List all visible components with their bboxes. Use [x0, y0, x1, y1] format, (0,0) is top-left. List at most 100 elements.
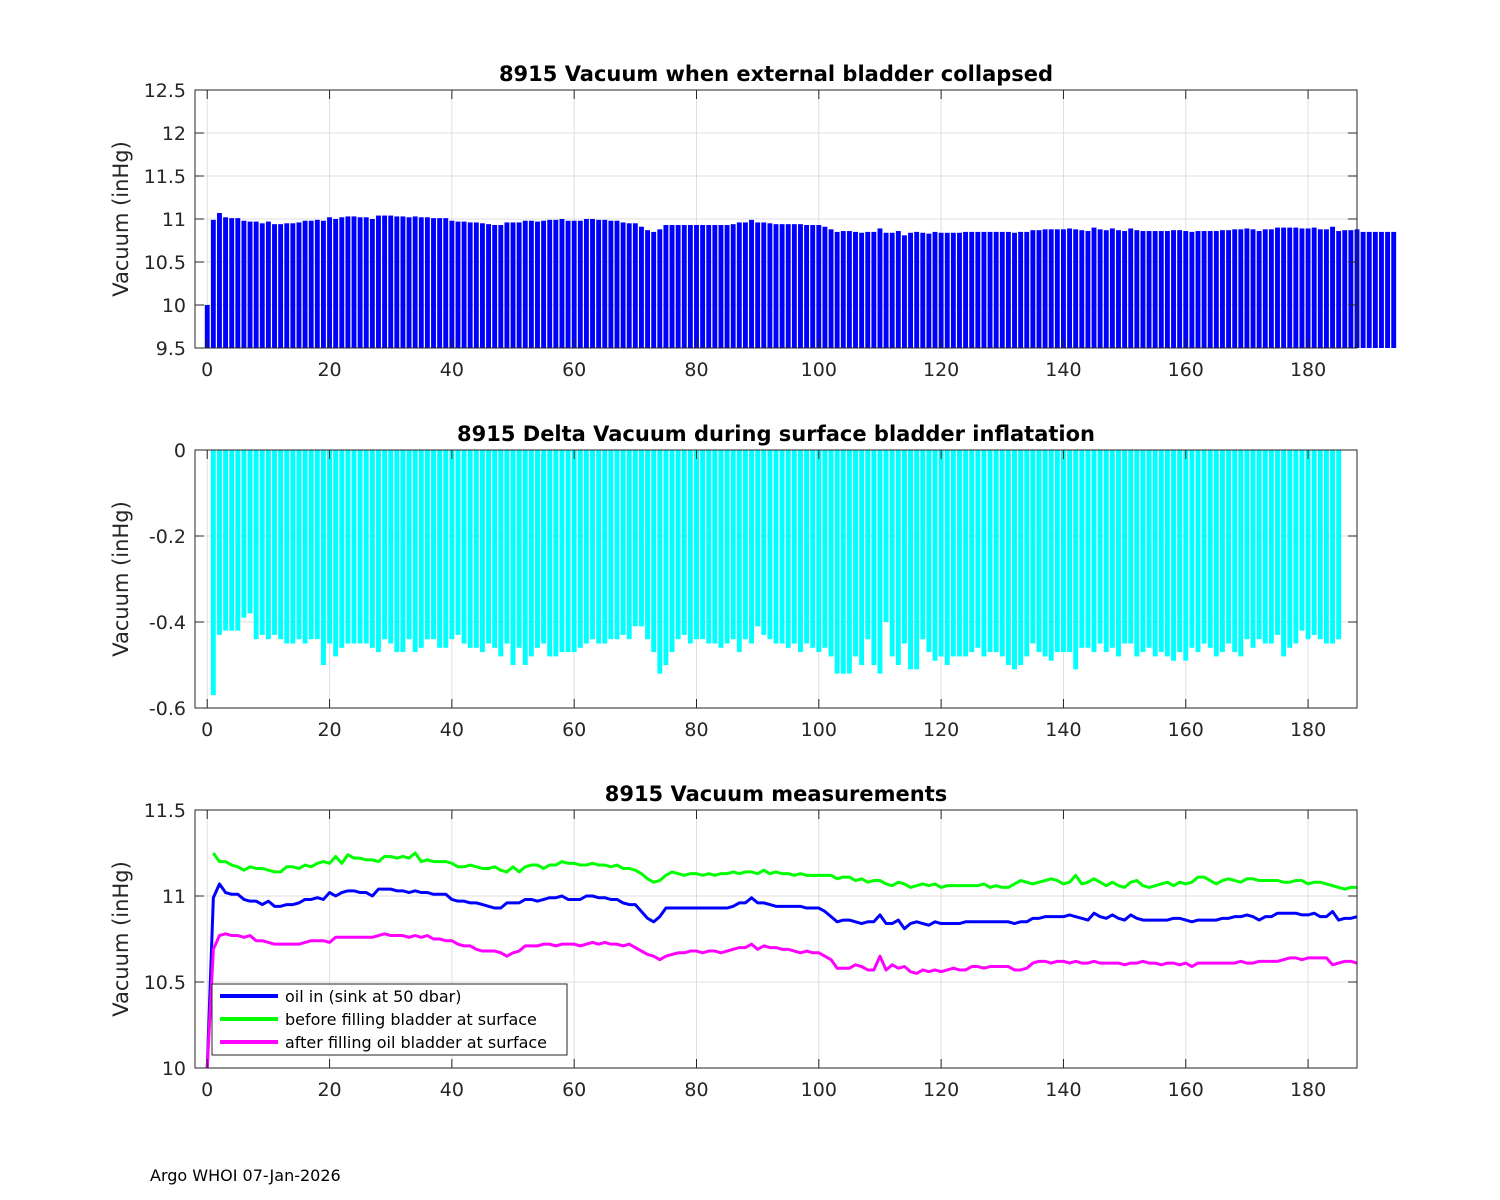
bar [926, 450, 932, 653]
bar [272, 450, 277, 635]
bar [632, 223, 638, 348]
bar [388, 215, 394, 348]
bar [1036, 230, 1042, 348]
bar [602, 219, 608, 348]
chart-title: 8915 Delta Vacuum during surface bladder… [457, 422, 1095, 446]
bar [314, 450, 320, 640]
bar [590, 219, 595, 348]
bar [1256, 231, 1262, 348]
bar [455, 450, 461, 635]
bar [773, 224, 779, 348]
bar [1342, 230, 1348, 348]
bar [424, 450, 430, 640]
bar [700, 450, 706, 640]
bar [963, 231, 969, 348]
bar [663, 225, 669, 348]
bar [767, 223, 773, 348]
bar [1171, 450, 1176, 661]
bar [412, 216, 418, 348]
bar [901, 235, 907, 348]
bar [871, 450, 877, 665]
x-tick-label: 140 [1045, 359, 1081, 381]
bar [510, 450, 516, 665]
bar [1323, 450, 1329, 644]
bar [492, 225, 498, 348]
bar [1158, 231, 1164, 348]
bar [950, 232, 956, 348]
bar [1379, 231, 1384, 348]
bar [700, 225, 706, 348]
bar [265, 221, 271, 348]
bar [229, 450, 235, 631]
bar [1054, 450, 1060, 653]
y-axis-label: Vacuum (inHg) [109, 501, 133, 657]
bar [1146, 450, 1152, 648]
bar [1220, 230, 1225, 348]
bar [706, 450, 712, 644]
bar [577, 220, 583, 348]
bar [559, 219, 565, 348]
bar [302, 450, 308, 644]
bar [1061, 229, 1066, 348]
bar [265, 450, 271, 640]
bar [278, 224, 284, 348]
bar [1030, 230, 1036, 348]
bar [1293, 450, 1299, 644]
bar [773, 450, 779, 644]
bar [308, 220, 314, 348]
bar [1103, 450, 1109, 653]
bar [1079, 450, 1085, 648]
y-axis-label: Vacuum (inHg) [109, 861, 133, 1017]
bar [376, 215, 381, 348]
bar [1177, 450, 1183, 653]
bar [437, 450, 443, 648]
bar [908, 232, 913, 348]
bar [1183, 231, 1189, 348]
bar [314, 219, 320, 348]
bar [363, 450, 369, 644]
bar [596, 219, 602, 348]
bar [418, 217, 424, 348]
bar [431, 218, 436, 348]
x-tick-label: 140 [1045, 1079, 1081, 1101]
bar [687, 450, 693, 644]
bar [804, 450, 810, 644]
bar [1067, 450, 1072, 653]
bar [1268, 450, 1274, 644]
bar [1134, 450, 1140, 657]
bar [798, 450, 803, 653]
bar [235, 450, 241, 631]
bar [327, 217, 332, 348]
bar [1232, 450, 1238, 653]
bar [486, 224, 491, 348]
bar [1152, 450, 1158, 657]
bar [1385, 231, 1391, 348]
bar [382, 450, 388, 640]
bar [1360, 231, 1366, 348]
legend-label: oil in (sink at 50 dbar) [285, 987, 462, 1006]
bar [755, 450, 761, 627]
bar [1030, 450, 1036, 644]
bar [767, 450, 773, 640]
bar [1164, 231, 1170, 348]
bar [730, 450, 736, 640]
bar [675, 225, 681, 348]
bar [969, 231, 975, 348]
y-tick-label: 10.5 [144, 972, 186, 994]
bar [944, 450, 950, 665]
bar [473, 450, 479, 648]
bar [296, 450, 302, 640]
x-tick-label: 80 [684, 359, 708, 381]
bar [1048, 450, 1054, 661]
bar [975, 231, 981, 348]
bar [394, 216, 400, 348]
bar [944, 232, 950, 348]
bar [259, 223, 265, 348]
x-tick-label: 0 [201, 359, 213, 381]
bar [834, 231, 840, 348]
bar [718, 450, 724, 648]
bar [1207, 231, 1213, 348]
bar [229, 218, 235, 348]
bar [1250, 450, 1256, 648]
